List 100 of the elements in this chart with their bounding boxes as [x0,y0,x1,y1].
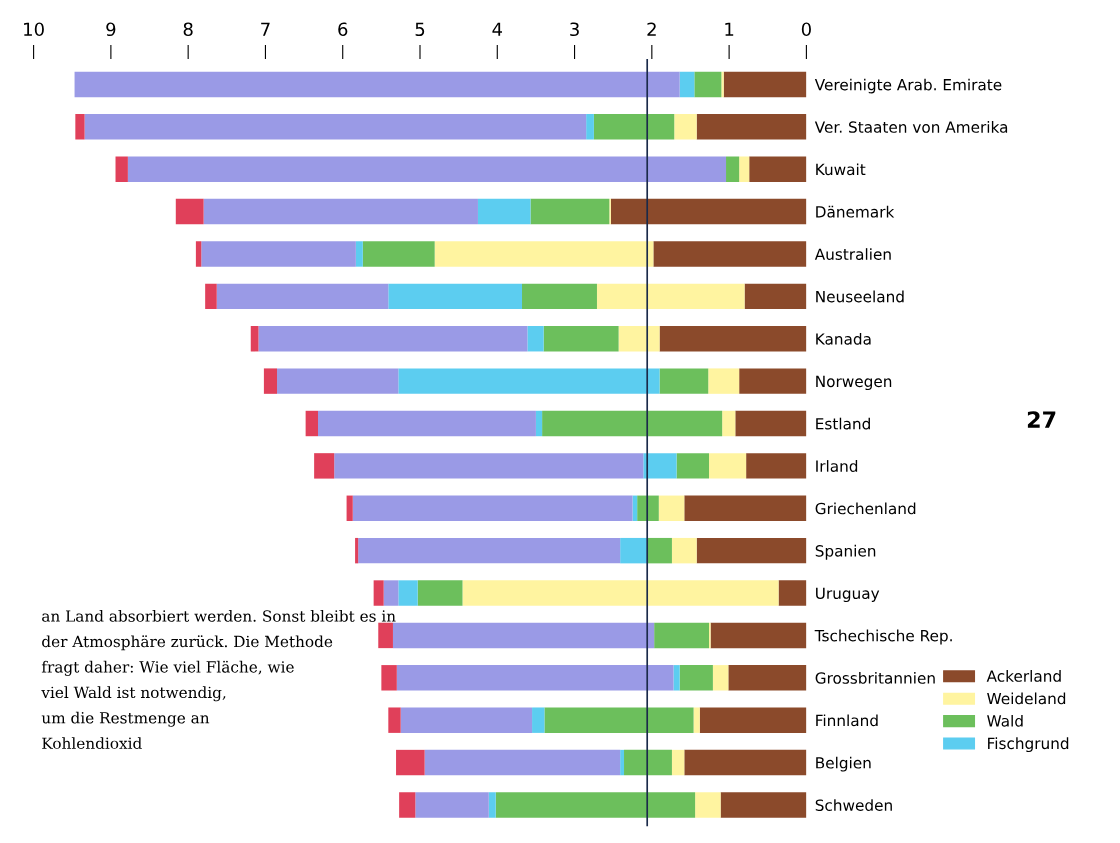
bar [643,453,677,479]
bar [535,410,543,437]
bar [654,622,710,649]
y-tick-label: Uruguay [816,587,880,603]
bar [696,537,807,564]
y-tick-label: Norwegen [816,375,892,391]
bar [462,580,779,606]
bar [721,71,724,98]
bar [624,749,672,776]
bar [778,580,807,606]
bar [674,114,697,140]
x-tick-label: 1 [725,22,734,36]
y-tick-label: Australien [814,248,891,260]
y-tick-label: Schweden [815,799,892,811]
bar [610,198,807,225]
bar [317,410,536,437]
bar [84,114,587,140]
y-tick-label: Dänemark [816,205,895,218]
annotation: an Land absorbiert werden. Sonst bleibt es in der Atmosphäre zurück. Die Methode fragt daher: Wie viel Fläche, wie viel Wald ist notwendig, um die Restmenge an Kohlendioxid [41,609,396,749]
bar [722,410,736,437]
bar [398,580,418,606]
bar [378,622,393,649]
legend-label: Fischgrund [988,737,1069,753]
y-tick-label: Finnland [816,714,878,727]
bar [396,749,425,776]
bar [388,707,401,733]
bar [334,453,644,479]
bar [203,198,478,225]
bar [679,71,695,98]
bar [542,410,723,437]
bar [709,453,747,479]
bar [699,707,807,733]
bar [373,580,384,606]
bar [488,792,496,818]
x-tick-label: 7 [261,22,270,36]
bar [277,368,399,394]
bar [383,580,399,606]
bar [424,749,621,776]
bar [720,792,807,818]
bar [396,665,674,691]
bar [673,665,680,691]
bar [696,114,807,140]
bar [620,749,625,776]
bar [693,707,700,733]
bar [175,198,204,225]
bar [434,241,654,267]
y-tick-label: Irland [816,460,858,472]
bar [593,114,675,140]
bar [398,368,660,394]
y-tick-label: Griechenland [815,502,916,515]
bar [355,241,363,267]
bar [314,453,335,479]
bar [362,241,435,267]
bar [676,453,710,479]
bar [477,198,531,225]
bar [392,622,655,649]
bar [495,792,696,818]
bar [735,410,807,437]
bar [205,283,217,310]
bar [74,71,680,98]
bar [744,283,807,310]
x-tick-label: 6 [338,22,348,37]
bar [75,114,85,140]
bar [388,283,523,310]
x-tick-label: 10 [24,22,44,37]
x-tick-label: 3 [570,22,579,37]
bar [399,792,416,818]
bar [381,665,397,691]
bar [355,537,359,564]
bar [201,241,356,267]
bar [739,156,750,182]
bar [684,495,807,521]
y-tick-label: Kuwait [816,163,866,176]
bar [352,495,633,521]
bar [620,537,648,564]
x-tick-label: 9 [106,22,116,37]
bar [618,326,660,352]
x-tick-label: 4 [492,22,503,36]
bar [653,241,807,267]
x-tick-label: 2 [647,22,656,36]
bar [694,71,722,98]
bar [532,707,545,733]
y-tick-label: Belgien [816,756,871,772]
bar [543,326,619,352]
text: 27 [1027,411,1056,428]
bar [522,283,597,310]
bar [739,368,807,394]
bar [671,537,697,564]
bar [659,326,807,352]
bar [527,326,544,352]
bar [415,792,489,818]
x-tick-label: 0 [801,22,811,37]
bar [305,410,318,437]
bar [671,749,685,776]
bar [258,326,528,352]
bar [679,665,713,691]
bar [712,665,729,691]
bar [195,241,202,267]
bar [127,156,727,182]
bar [708,368,740,394]
